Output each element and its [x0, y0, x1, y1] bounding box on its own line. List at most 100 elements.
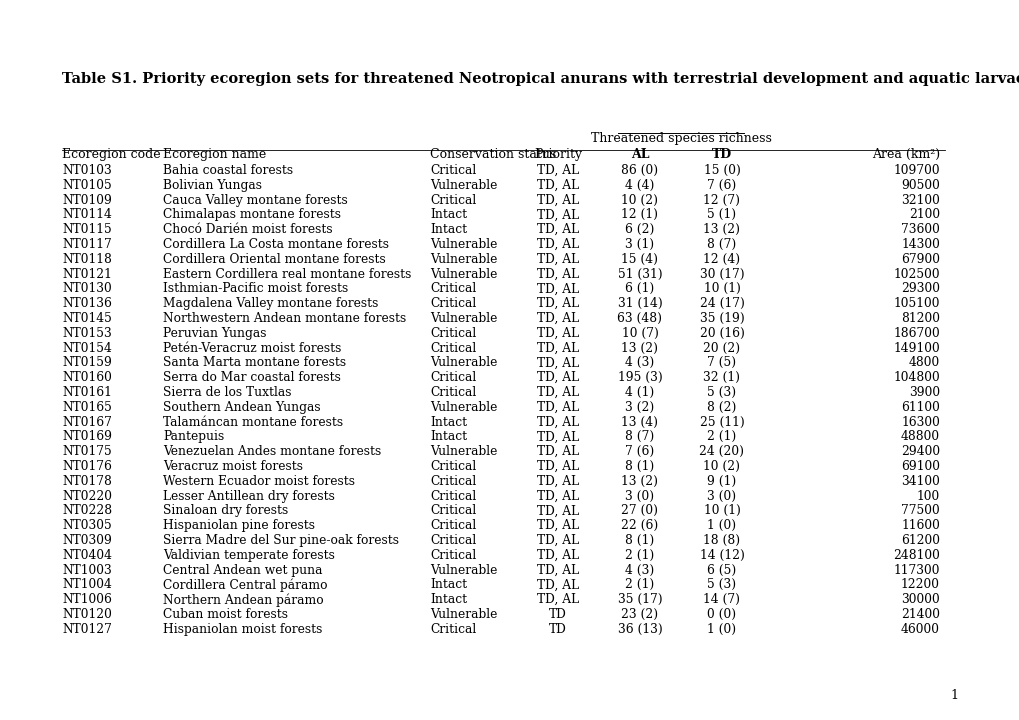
Text: 81200: 81200 — [900, 312, 940, 325]
Text: 35 (17): 35 (17) — [618, 593, 661, 606]
Text: TD, AL: TD, AL — [536, 534, 579, 547]
Text: Critical: Critical — [430, 386, 476, 399]
Text: Eastern Cordillera real montane forests: Eastern Cordillera real montane forests — [163, 268, 411, 281]
Text: TD, AL: TD, AL — [536, 415, 579, 428]
Text: 8 (7): 8 (7) — [625, 431, 654, 444]
Text: 1 (0): 1 (0) — [707, 519, 736, 532]
Text: 20 (2): 20 (2) — [703, 341, 740, 355]
Text: 18 (8): 18 (8) — [703, 534, 740, 547]
Text: 7 (6): 7 (6) — [625, 445, 654, 458]
Text: 13 (4): 13 (4) — [621, 415, 658, 428]
Text: Critical: Critical — [430, 519, 476, 532]
Text: Venezuelan Andes montane forests: Venezuelan Andes montane forests — [163, 445, 381, 458]
Text: 32 (1): 32 (1) — [703, 372, 740, 384]
Text: NT0121: NT0121 — [62, 268, 112, 281]
Text: Vulnerable: Vulnerable — [430, 253, 497, 266]
Text: NT0305: NT0305 — [62, 519, 112, 532]
Text: 11600: 11600 — [900, 519, 940, 532]
Text: Northern Andean páramo: Northern Andean páramo — [163, 593, 323, 607]
Text: 90500: 90500 — [900, 179, 940, 192]
Text: TD, AL: TD, AL — [536, 372, 579, 384]
Text: Northwestern Andean montane forests: Northwestern Andean montane forests — [163, 312, 406, 325]
Text: Vulnerable: Vulnerable — [430, 312, 497, 325]
Text: 195 (3): 195 (3) — [618, 372, 661, 384]
Text: TD, AL: TD, AL — [536, 578, 579, 591]
Text: Intact: Intact — [430, 578, 467, 591]
Text: Cuban moist forests: Cuban moist forests — [163, 608, 287, 621]
Text: NT0160: NT0160 — [62, 372, 112, 384]
Text: 20 (16): 20 (16) — [699, 327, 744, 340]
Text: NT0220: NT0220 — [62, 490, 112, 503]
Text: 8 (1): 8 (1) — [625, 534, 654, 547]
Text: Critical: Critical — [430, 505, 476, 518]
Text: Table S1. Priority ecoregion sets for threatened Neotropical anurans with terres: Table S1. Priority ecoregion sets for th… — [62, 72, 1019, 86]
Text: TD, AL: TD, AL — [536, 505, 579, 518]
Text: Critical: Critical — [430, 297, 476, 310]
Text: 186700: 186700 — [893, 327, 940, 340]
Text: TD, AL: TD, AL — [536, 238, 579, 251]
Text: 32100: 32100 — [900, 194, 940, 207]
Text: Cordillera La Costa montane forests: Cordillera La Costa montane forests — [163, 238, 388, 251]
Text: Vulnerable: Vulnerable — [430, 401, 497, 414]
Text: Cordillera Oriental montane forests: Cordillera Oriental montane forests — [163, 253, 385, 266]
Text: NT0404: NT0404 — [62, 549, 112, 562]
Text: Intact: Intact — [430, 415, 467, 428]
Text: Critical: Critical — [430, 164, 476, 177]
Text: TD, AL: TD, AL — [536, 519, 579, 532]
Text: 4 (3): 4 (3) — [625, 564, 654, 577]
Text: 29300: 29300 — [900, 282, 940, 295]
Text: Western Ecuador moist forests: Western Ecuador moist forests — [163, 474, 355, 488]
Text: 16300: 16300 — [900, 415, 940, 428]
Text: TD, AL: TD, AL — [536, 341, 579, 355]
Text: 1 (0): 1 (0) — [707, 623, 736, 636]
Text: Threatened species richness: Threatened species richness — [590, 132, 770, 145]
Text: Isthmian-Pacific moist forests: Isthmian-Pacific moist forests — [163, 282, 347, 295]
Text: 35 (19): 35 (19) — [699, 312, 744, 325]
Text: Sierra Madre del Sur pine-oak forests: Sierra Madre del Sur pine-oak forests — [163, 534, 398, 547]
Text: 27 (0): 27 (0) — [621, 505, 658, 518]
Text: 48800: 48800 — [900, 431, 940, 444]
Text: Conservation status: Conservation status — [430, 148, 555, 161]
Text: TD, AL: TD, AL — [536, 194, 579, 207]
Text: Critical: Critical — [430, 534, 476, 547]
Text: TD, AL: TD, AL — [536, 253, 579, 266]
Text: 109700: 109700 — [893, 164, 940, 177]
Text: 6 (1): 6 (1) — [625, 282, 654, 295]
Text: TD, AL: TD, AL — [536, 490, 579, 503]
Text: Santa Marta montane forests: Santa Marta montane forests — [163, 356, 345, 369]
Text: Hispaniolan moist forests: Hispaniolan moist forests — [163, 623, 322, 636]
Text: Valdivian temperate forests: Valdivian temperate forests — [163, 549, 334, 562]
Text: TD: TD — [711, 148, 732, 161]
Text: 51 (31): 51 (31) — [618, 268, 661, 281]
Text: Critical: Critical — [430, 372, 476, 384]
Text: TD, AL: TD, AL — [536, 549, 579, 562]
Text: Vulnerable: Vulnerable — [430, 564, 497, 577]
Text: NT0165: NT0165 — [62, 401, 112, 414]
Text: Vulnerable: Vulnerable — [430, 445, 497, 458]
Text: 3 (0): 3 (0) — [707, 490, 736, 503]
Text: 2 (1): 2 (1) — [625, 549, 654, 562]
Text: Chimalapas montane forests: Chimalapas montane forests — [163, 208, 340, 222]
Text: TD, AL: TD, AL — [536, 164, 579, 177]
Text: NT0115: NT0115 — [62, 223, 112, 236]
Text: 4800: 4800 — [908, 356, 940, 369]
Text: Intact: Intact — [430, 593, 467, 606]
Text: NT1003: NT1003 — [62, 564, 112, 577]
Text: 10 (1): 10 (1) — [703, 282, 740, 295]
Text: TD: TD — [548, 608, 567, 621]
Text: Critical: Critical — [430, 282, 476, 295]
Text: TD, AL: TD, AL — [536, 327, 579, 340]
Text: 2100: 2100 — [908, 208, 940, 222]
Text: TD, AL: TD, AL — [536, 460, 579, 473]
Text: AL: AL — [630, 148, 649, 161]
Text: 15 (4): 15 (4) — [621, 253, 658, 266]
Text: 248100: 248100 — [893, 549, 940, 562]
Text: Peruvian Yungas: Peruvian Yungas — [163, 327, 266, 340]
Text: 10 (1): 10 (1) — [703, 505, 740, 518]
Text: 77500: 77500 — [901, 505, 940, 518]
Text: NT0154: NT0154 — [62, 341, 112, 355]
Text: Cauca Valley montane forests: Cauca Valley montane forests — [163, 194, 347, 207]
Text: TD, AL: TD, AL — [536, 282, 579, 295]
Text: 4 (4): 4 (4) — [625, 179, 654, 192]
Text: TD, AL: TD, AL — [536, 401, 579, 414]
